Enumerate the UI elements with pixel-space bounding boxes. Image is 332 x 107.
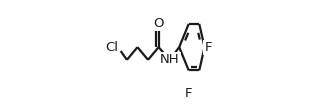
Text: Cl: Cl [105, 41, 118, 54]
Text: O: O [153, 17, 164, 30]
Text: NH: NH [160, 53, 180, 66]
Text: F: F [205, 41, 212, 54]
Text: F: F [185, 87, 193, 100]
